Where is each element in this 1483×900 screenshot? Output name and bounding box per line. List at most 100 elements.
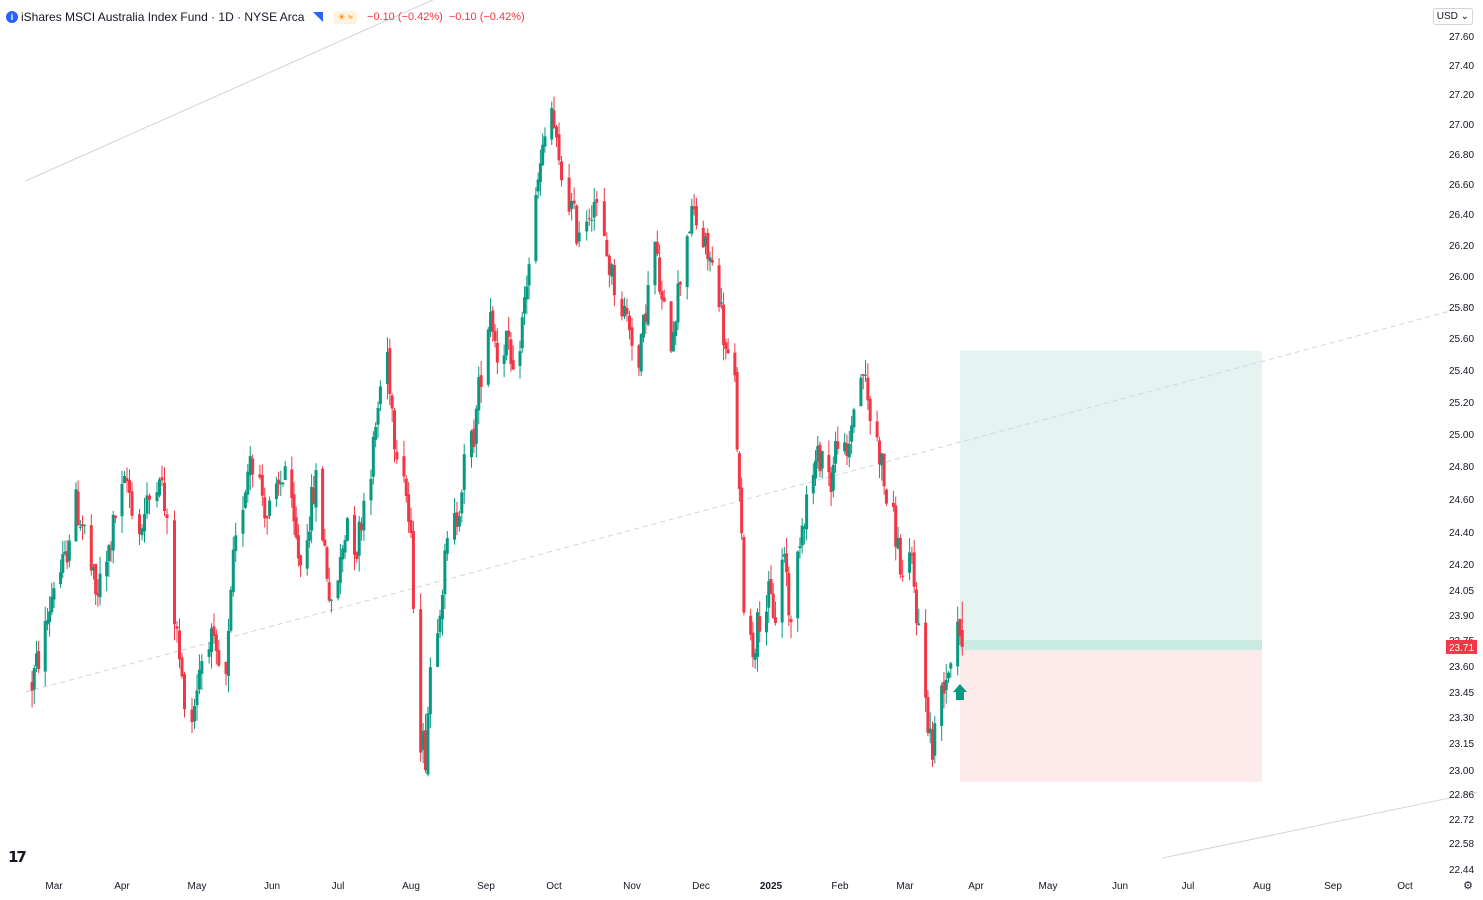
candle-body bbox=[419, 609, 423, 753]
candle-body bbox=[472, 428, 476, 447]
candle-body bbox=[735, 371, 739, 450]
candle-body bbox=[197, 669, 201, 690]
candle-body bbox=[491, 310, 495, 332]
candle-body bbox=[258, 474, 262, 478]
candle-body bbox=[283, 466, 287, 481]
candle-body bbox=[749, 615, 753, 635]
candle-body bbox=[930, 729, 934, 760]
x-tick-label: Feb bbox=[831, 881, 849, 892]
candle-body bbox=[764, 611, 768, 633]
candle-body bbox=[525, 286, 529, 300]
candle-body bbox=[355, 552, 359, 559]
candle-body bbox=[43, 621, 47, 672]
candle-body bbox=[646, 284, 650, 325]
candle-body bbox=[796, 551, 800, 619]
candle-body bbox=[567, 177, 571, 212]
candle-body bbox=[620, 298, 624, 317]
candle-body bbox=[65, 551, 69, 563]
candle-body bbox=[602, 201, 606, 237]
candle-body bbox=[50, 596, 54, 613]
tradingview-logo-icon[interactable]: 17 bbox=[8, 848, 27, 866]
candle-body bbox=[212, 626, 216, 636]
candle-body bbox=[572, 200, 576, 204]
candle-body bbox=[34, 653, 38, 667]
candle-body bbox=[896, 537, 900, 549]
target-zone bbox=[959, 350, 1262, 640]
candle-body bbox=[277, 479, 281, 485]
last-price-label-bg bbox=[1446, 639, 1477, 654]
trend-line-1 bbox=[25, 0, 434, 182]
candle-body bbox=[577, 232, 581, 242]
symbol-title[interactable]: iShares MSCI Australia Index Fund · 1D ·… bbox=[21, 10, 305, 24]
x-tick-label: Oct bbox=[1397, 881, 1413, 892]
flag-icon[interactable] bbox=[312, 11, 324, 23]
candle-body bbox=[229, 589, 233, 631]
y-tick-label: 24.20 bbox=[1449, 560, 1474, 571]
candle-body bbox=[758, 616, 762, 632]
candle-body bbox=[850, 425, 854, 442]
candle-body bbox=[200, 661, 204, 674]
symbol-header[interactable]: i iShares MSCI Australia Index Fund · 1D… bbox=[6, 8, 531, 26]
settings-gear-icon[interactable]: ⚙ bbox=[1463, 880, 1473, 892]
candle-body bbox=[688, 232, 691, 234]
candle-body bbox=[125, 478, 129, 482]
candle-body bbox=[345, 518, 349, 541]
y-tick-label: 22.86 bbox=[1449, 790, 1474, 801]
candle-body bbox=[460, 492, 464, 514]
candle-body bbox=[933, 723, 937, 756]
candle-body bbox=[440, 595, 444, 620]
candle-body bbox=[163, 482, 166, 512]
candle-body bbox=[637, 345, 641, 368]
candle-body bbox=[231, 549, 235, 592]
candle-body bbox=[217, 650, 221, 666]
candle-body bbox=[158, 479, 161, 496]
candle-body bbox=[98, 573, 102, 598]
candle-body bbox=[787, 573, 791, 616]
candle-body bbox=[767, 581, 771, 608]
candle-body bbox=[557, 134, 561, 161]
y-tick-label: 26.00 bbox=[1449, 272, 1474, 283]
candle-body bbox=[742, 537, 746, 613]
session-badge[interactable]: ☀ ≈ bbox=[333, 10, 357, 24]
candle-body bbox=[214, 634, 218, 651]
currency-selector-button[interactable]: USD ⌄ bbox=[1432, 8, 1473, 25]
x-tick-label: Nov bbox=[623, 881, 641, 892]
candle-body bbox=[479, 375, 483, 387]
candle-body bbox=[864, 374, 868, 376]
y-tick-label: 26.20 bbox=[1449, 241, 1474, 252]
candle-body bbox=[325, 547, 329, 579]
candle-body bbox=[509, 339, 513, 365]
candle-body bbox=[402, 456, 406, 477]
candle-body bbox=[173, 520, 176, 625]
candle-body bbox=[538, 163, 542, 183]
candle-body bbox=[926, 697, 930, 733]
candle-body bbox=[274, 483, 278, 500]
x-tick-label: Jun bbox=[264, 881, 280, 892]
candle-body bbox=[281, 482, 285, 485]
candle-body bbox=[949, 663, 953, 669]
candle-body bbox=[861, 374, 865, 376]
y-tick-label: 27.40 bbox=[1449, 61, 1474, 72]
last-price-label: 23.71 bbox=[1449, 643, 1474, 654]
candle-body bbox=[811, 475, 815, 494]
entry-band bbox=[959, 640, 1262, 651]
candle-body bbox=[155, 492, 159, 502]
y-tick-label: 25.00 bbox=[1449, 430, 1474, 441]
candle-body bbox=[653, 241, 657, 286]
candle-body bbox=[685, 236, 689, 288]
candle-body bbox=[371, 436, 375, 477]
candle-body bbox=[655, 241, 659, 255]
candle-body bbox=[827, 455, 831, 473]
x-tick-label: Oct bbox=[546, 881, 562, 892]
candle-body bbox=[338, 557, 342, 583]
candle-body bbox=[37, 650, 41, 670]
candle-body bbox=[407, 494, 411, 522]
candle-body bbox=[726, 349, 730, 354]
price-change-percent: −0.10 (−0.42%) bbox=[448, 11, 525, 23]
candle-body bbox=[610, 264, 614, 277]
candle-body bbox=[676, 283, 680, 323]
candle-body bbox=[457, 516, 461, 527]
candle-body bbox=[89, 525, 93, 571]
